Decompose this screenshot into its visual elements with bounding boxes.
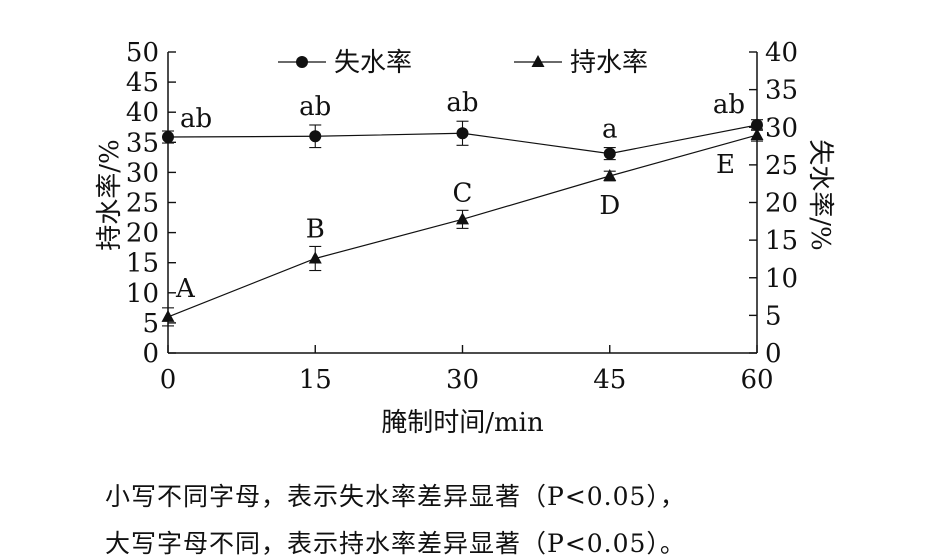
- left-y-tick-label: 5: [142, 309, 159, 339]
- series-triangle-line: A B C D E: [161, 128, 764, 327]
- right-y-tick-label: 20: [765, 189, 798, 219]
- left-y-tick-label: 35: [126, 128, 159, 158]
- right-y-tick-label: 25: [765, 151, 798, 181]
- x-tick-label: 30: [446, 365, 479, 395]
- series-circle-line: ab ab ab a ab: [162, 88, 763, 161]
- left-y-tick-label: 25: [126, 189, 159, 219]
- significance-note-lowercase: 小写不同字母，表示失水率差异显著（P<0.05），: [105, 482, 686, 511]
- right-y-tick-label: 15: [765, 226, 798, 256]
- significance-label: D: [599, 191, 620, 221]
- legend-label: 失水率: [334, 48, 412, 78]
- triangle-marker: [161, 309, 175, 322]
- right-y-tick-label: 30: [765, 113, 798, 143]
- right-y-tick-label: 40: [765, 38, 798, 68]
- triangle-marker: [603, 169, 617, 182]
- legend-item: 持水率: [514, 48, 648, 78]
- left-y-tick-label: 15: [126, 249, 159, 279]
- significance-label: a: [602, 115, 618, 145]
- triangle-marker: [531, 55, 545, 67]
- left-y-tick-label: 0: [142, 339, 159, 369]
- right-y-axis: 0 5 10 15 20 25 30 35 40: [749, 38, 798, 369]
- x-tick-label: 60: [740, 365, 773, 395]
- left-y-tick-label: 30: [126, 158, 159, 188]
- left-y-tick-label: 40: [126, 98, 159, 128]
- left-y-tick-label: 50: [126, 38, 159, 68]
- circle-marker: [456, 127, 469, 140]
- significance-label: E: [716, 150, 735, 180]
- significance-label: ab: [299, 92, 331, 122]
- right-y-axis-title: 失水率/%: [805, 139, 835, 250]
- legend: 失水率 持水率: [278, 48, 648, 78]
- x-axis-title: 腌制时间/min: [381, 408, 544, 438]
- significance-label: C: [453, 178, 473, 208]
- significance-label: ab: [446, 88, 478, 118]
- legend-label: 持水率: [570, 48, 648, 78]
- legend-item: 失水率: [278, 48, 412, 78]
- series-layer: ab ab ab a ab A B C D E: [161, 88, 764, 327]
- left-y-tick-label: 20: [126, 219, 159, 249]
- circle-marker: [162, 131, 174, 144]
- left-y-axis-title: 持水率/%: [95, 139, 125, 250]
- triangle-marker: [308, 251, 322, 264]
- triangle-marker: [750, 128, 764, 141]
- left-y-tick-label: 45: [126, 68, 159, 98]
- x-tick-label: 0: [160, 365, 177, 395]
- significance-label: B: [306, 214, 325, 244]
- significance-note-uppercase: 大写字母不同，表示持水率差异显著（P<0.05）。: [105, 529, 686, 558]
- right-y-tick-label: 5: [765, 301, 782, 331]
- right-y-tick-label: 35: [765, 76, 798, 106]
- x-axis: 0 15 30 45 60: [160, 345, 774, 395]
- right-y-tick-label: 0: [765, 339, 782, 369]
- triangle-marker: [456, 212, 469, 225]
- x-tick-label: 15: [299, 365, 332, 395]
- circle-marker: [309, 130, 322, 143]
- x-tick-label: 45: [593, 365, 626, 395]
- right-y-tick-label: 10: [765, 264, 798, 294]
- significance-label: ab: [713, 90, 745, 120]
- left-y-tick-label: 10: [126, 279, 159, 309]
- significance-label: A: [175, 274, 196, 304]
- circle-marker: [603, 147, 616, 160]
- circle-marker: [296, 56, 308, 68]
- circle-marker: [751, 118, 763, 131]
- significance-label: ab: [180, 104, 212, 134]
